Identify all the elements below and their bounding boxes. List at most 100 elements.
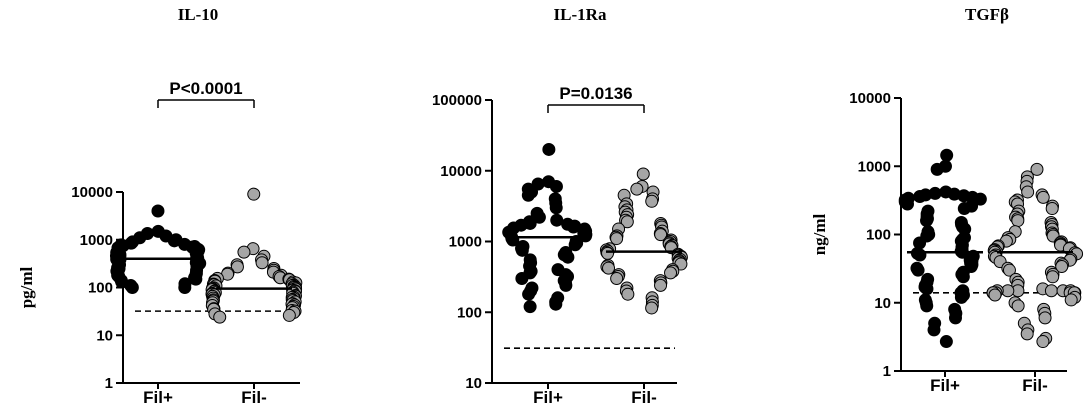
data-point — [1002, 263, 1016, 277]
data-point — [988, 288, 1002, 302]
data-point — [549, 201, 563, 215]
data-point — [930, 162, 944, 176]
y-tick-label: 1 — [883, 363, 891, 380]
y-tick-label: 1000 — [449, 234, 482, 251]
data-point — [601, 246, 615, 260]
data-point — [549, 297, 563, 311]
y-tick-label: 100 — [866, 227, 891, 244]
data-point — [602, 261, 616, 275]
panel-title: IL-10 — [178, 5, 219, 24]
x-category-label: Fil+ — [143, 388, 173, 405]
data-point — [561, 250, 575, 264]
y-tick-label: 10000 — [849, 90, 891, 107]
data-point — [282, 308, 296, 322]
data-point — [645, 301, 659, 315]
data-point — [620, 215, 634, 229]
y-tick-label: 1000 — [80, 232, 113, 249]
data-point — [579, 229, 593, 243]
y-tick-label: 10000 — [71, 184, 113, 201]
y-tick-label: 10 — [874, 295, 891, 312]
y-tick-label: 100000 — [432, 92, 482, 109]
data-point — [1036, 190, 1050, 204]
panel-il1ra: IL-1Ra 10 100 1000 10000 100000 Fil+ Fil- P=0.01… — [432, 5, 688, 405]
data-point — [948, 311, 962, 325]
data-point — [521, 188, 535, 202]
data-point — [913, 248, 927, 262]
data-point — [1011, 299, 1025, 313]
data-point — [954, 290, 968, 304]
data-point — [920, 214, 934, 228]
data-point — [178, 281, 192, 294]
data-point — [247, 187, 261, 201]
y-tick-label: 1 — [105, 375, 113, 392]
x-category-label: Fil- — [241, 388, 267, 405]
data-point — [515, 271, 529, 285]
data-point — [610, 232, 624, 246]
data-point — [1044, 284, 1058, 298]
data-point — [1020, 327, 1034, 341]
data-point — [645, 194, 659, 208]
data-point — [522, 287, 536, 301]
data-point — [1021, 185, 1035, 199]
data-point — [610, 271, 624, 285]
data-point — [189, 272, 203, 286]
data-point — [568, 238, 582, 252]
data-point — [151, 204, 165, 218]
p-value-label: P<0.0001 — [169, 79, 242, 98]
data-point — [957, 202, 971, 216]
data-point — [1046, 270, 1060, 284]
p-value-label: P=0.0136 — [559, 84, 632, 103]
data-point — [542, 142, 556, 156]
data-point — [523, 300, 537, 314]
data-point — [549, 179, 563, 193]
x-category-label: Fil- — [631, 388, 657, 405]
data-point — [920, 299, 934, 313]
data-point — [654, 228, 668, 242]
x-category-label: Fil+ — [533, 388, 563, 405]
data-point — [939, 335, 953, 349]
data-point — [559, 278, 573, 292]
data-point — [927, 323, 941, 337]
data-point — [1030, 162, 1044, 176]
data-point — [213, 310, 227, 324]
data-point — [125, 281, 139, 294]
data-point — [913, 190, 927, 204]
panel-il10: IL-10 pg/ml 1 10 100 1000 10000 Fil+ Fil- P<0.000… — [17, 5, 303, 405]
data-point — [1011, 214, 1025, 228]
x-category-label: Fil- — [1022, 376, 1048, 395]
y-tick-label: 10 — [465, 375, 482, 392]
data-point — [630, 182, 644, 196]
y-tick-label: 100 — [88, 280, 113, 297]
y-tick-label: 10000 — [440, 163, 482, 180]
y-tick-label: 100 — [457, 304, 482, 321]
data-point — [920, 282, 934, 296]
data-point — [237, 245, 251, 259]
y-tick-label: 10 — [96, 327, 113, 344]
data-point — [1055, 259, 1069, 273]
data-point — [654, 278, 668, 292]
data-point — [900, 197, 914, 211]
panel-title: TGFβ — [965, 5, 1009, 24]
y-axis-label: ng/ml — [810, 213, 829, 255]
data-point — [973, 192, 987, 206]
data-point — [911, 263, 925, 277]
y-axis-label: pg/ml — [17, 266, 36, 308]
data-point — [956, 270, 970, 284]
data-point — [515, 243, 529, 257]
data-point — [1064, 293, 1078, 307]
data-point — [550, 213, 564, 227]
panel-tgfb: TGFβ ng/ml 1 10 100 1000 10000 Fil+ Fil- — [810, 5, 1084, 395]
data-point — [255, 256, 269, 270]
data-point — [621, 287, 635, 301]
data-point — [1045, 202, 1059, 216]
panel-title: IL-1Ra — [554, 5, 607, 24]
data-point — [940, 148, 954, 162]
data-point — [636, 167, 650, 181]
data-point — [664, 266, 678, 280]
data-point — [1036, 335, 1050, 349]
x-category-label: Fil+ — [930, 376, 960, 395]
data-point — [230, 260, 244, 274]
data-point — [1038, 311, 1052, 325]
y-tick-label: 1000 — [858, 158, 891, 175]
